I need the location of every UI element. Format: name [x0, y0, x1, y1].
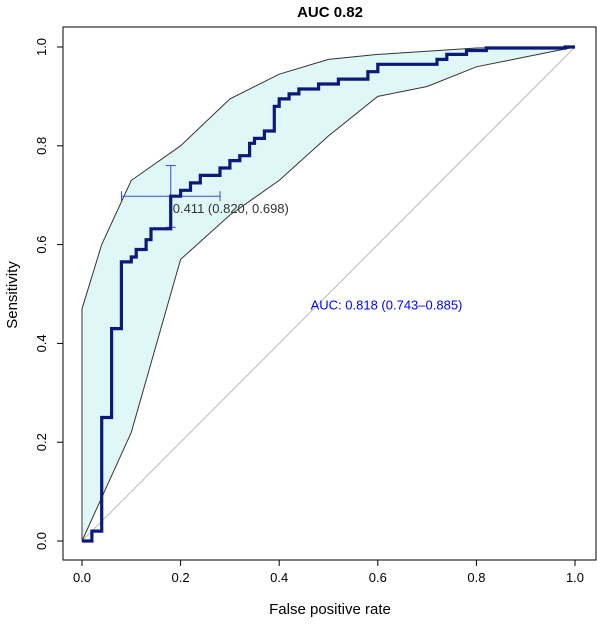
threshold-label: 0.411 (0.820, 0.698) [173, 201, 289, 216]
x-axis: 0.0 0.2 0.4 0.6 0.8 1.0 [73, 559, 584, 585]
y-tick-label: 1.0 [34, 38, 49, 56]
y-axis-label: Sensitivity [4, 261, 21, 329]
plot-frame [62, 26, 597, 561]
chart-title: AUC 0.82 [297, 4, 363, 21]
x-tick-label: 0.6 [369, 570, 387, 585]
x-tick-label: 0.0 [73, 570, 91, 585]
reference-diagonal [81, 46, 576, 542]
x-tick-label: 0.2 [172, 570, 190, 585]
roc-curve [82, 45, 575, 543]
x-tick-label: 0.8 [467, 570, 485, 585]
y-tick-label: 0.0 [34, 532, 49, 550]
x-tick-label: 0.4 [270, 570, 288, 585]
y-tick-label: 0.2 [34, 433, 49, 451]
y-axis: 0.0 0.2 0.4 0.6 0.8 1.0 [34, 38, 64, 550]
x-axis-label: False positive rate [269, 601, 391, 618]
y-tick-label: 0.8 [34, 137, 49, 155]
x-tick-label: 1.0 [566, 570, 584, 585]
y-tick-label: 0.4 [34, 334, 49, 352]
y-tick-label: 0.6 [34, 236, 49, 254]
auc-annotation: AUC: 0.818 (0.743–0.885) [311, 297, 463, 312]
